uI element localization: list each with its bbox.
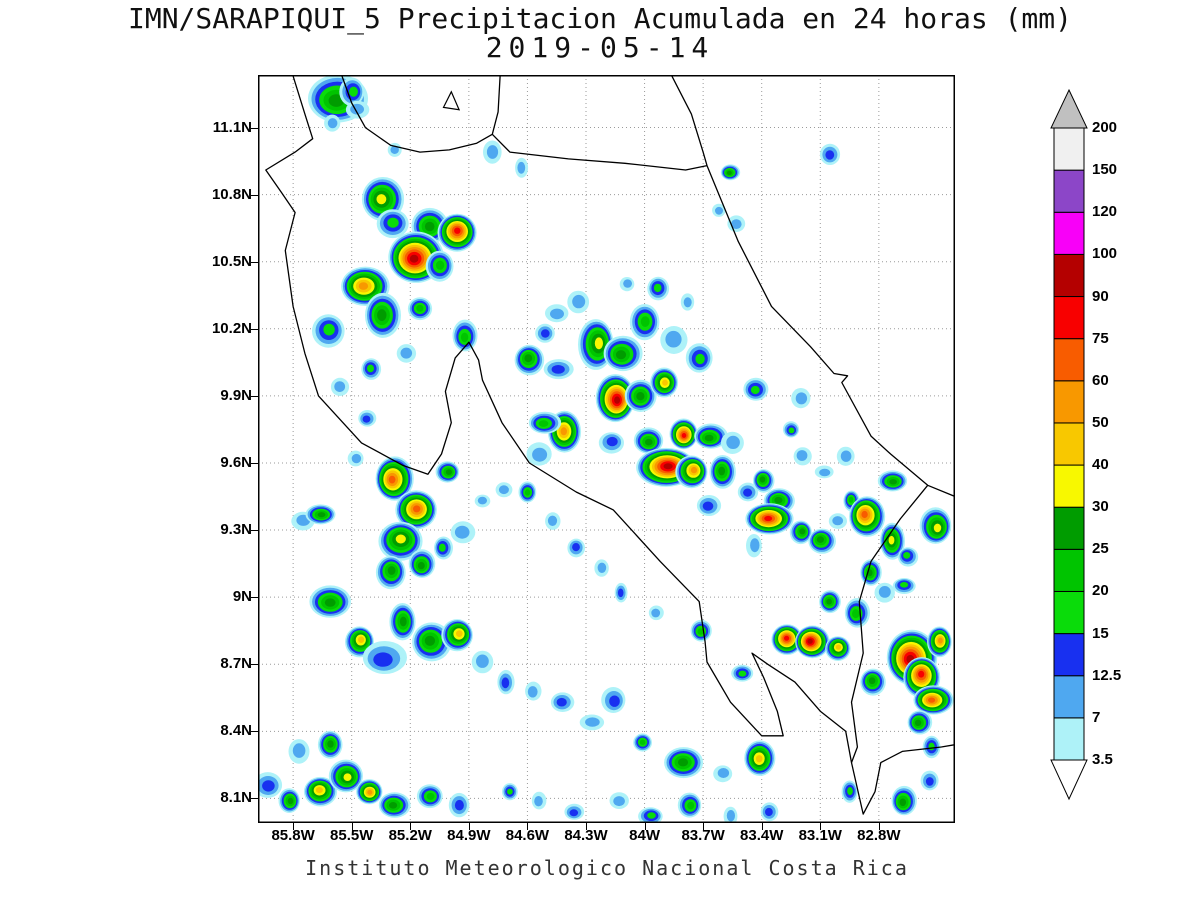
x-tick-mark <box>410 823 412 830</box>
colorbar-tick-label: 30 <box>1092 498 1109 516</box>
y-tick-mark <box>251 328 258 330</box>
chart-title: IMN/SARAPIQUI_5 Precipitacion Acumulada … <box>127 2 1072 35</box>
x-tick-label: 85.8W <box>271 827 315 844</box>
x-tick-label: 82.8W <box>857 827 901 844</box>
y-tick-label: 9N <box>232 588 252 606</box>
colorbar-band <box>1053 127 1085 171</box>
colorbar-band <box>1053 211 1085 255</box>
chart-date: 2019-05-14 <box>485 31 715 64</box>
colorbar-band <box>1053 338 1085 382</box>
colorbar-tick-label: 20 <box>1092 582 1109 600</box>
y-tick-label: 10.8N <box>211 185 252 203</box>
colorbar-scale <box>1050 88 1088 801</box>
y-tick-mark <box>251 462 258 464</box>
y-tick-label: 8.4N <box>220 722 252 740</box>
x-tick-mark <box>761 823 763 830</box>
colorbar-tick-label: 200 <box>1092 119 1118 136</box>
colorbar-band <box>1053 380 1085 424</box>
colorbar-band <box>1053 633 1085 677</box>
colorbar-band <box>1053 717 1085 761</box>
pacific-coast <box>265 75 955 815</box>
x-tick-mark <box>468 823 470 830</box>
x-tick-label: 84.6W <box>505 827 550 844</box>
x-tick-mark <box>293 823 295 830</box>
x-tick-label: 83.1W <box>798 827 842 844</box>
precip-cells <box>258 75 954 823</box>
x-tick-label: 83.4W <box>740 827 784 844</box>
colorbar-band <box>1053 296 1085 340</box>
colorbar-tick-label: 15 <box>1092 624 1109 642</box>
y-tick-label: 8.1N <box>220 789 252 807</box>
colorbar-band <box>1053 464 1085 508</box>
colorbar-tick-label: 60 <box>1092 371 1109 389</box>
y-tick-label: 11.1N <box>212 118 252 136</box>
nicaragua-border <box>491 133 708 171</box>
x-tick-label: 84.9W <box>447 827 491 844</box>
colorbar-tick-label: 100 <box>1092 245 1118 263</box>
x-tick-mark <box>527 823 529 830</box>
y-tick-mark <box>251 731 258 733</box>
colorbar <box>1050 85 1095 825</box>
colorbar-under-arrow <box>1050 759 1088 801</box>
y-tick-mark <box>251 395 258 397</box>
y-tick-label: 9.3N <box>220 521 252 539</box>
y-tick-mark <box>251 261 258 263</box>
x-tick-mark <box>820 823 822 830</box>
x-tick-label: 83.7W <box>681 827 725 844</box>
y-tick-label: 10.2N <box>211 319 252 337</box>
colorbar-band <box>1053 506 1085 550</box>
colorbar-band <box>1053 253 1085 298</box>
x-tick-mark <box>878 823 880 830</box>
coastlines <box>265 75 955 815</box>
colorbar-tick-label: 40 <box>1092 456 1109 474</box>
map-frame <box>258 75 955 823</box>
x-tick-label: 85.5W <box>330 827 374 844</box>
precipitation-map <box>258 75 955 823</box>
colorbar-tick-label: 50 <box>1092 413 1109 431</box>
y-tick-label: 10.5N <box>211 252 252 270</box>
lake-island <box>442 90 461 111</box>
colorbar-band <box>1053 590 1085 635</box>
y-tick-mark <box>251 530 258 532</box>
colorbar-band <box>1053 422 1085 466</box>
y-tick-label: 9.9N <box>220 386 252 404</box>
caption: Instituto Meteorologico Nacional Costa R… <box>305 856 909 880</box>
colorbar-tick-label: 3.5 <box>1092 751 1113 768</box>
colorbar-band <box>1053 169 1085 213</box>
colorbar-tick-label: 150 <box>1092 161 1118 179</box>
y-tick-mark <box>251 798 258 800</box>
caribbean-coast <box>671 75 955 498</box>
colorbar-band <box>1053 675 1085 719</box>
colorbar-tick-label: 12.5 <box>1092 666 1122 684</box>
y-tick-mark <box>251 127 258 129</box>
x-tick-mark <box>351 823 353 830</box>
x-tick-mark <box>586 823 587 830</box>
map-panel <box>258 75 955 823</box>
colorbar-over-arrow <box>1050 88 1088 129</box>
colorbar-tick-label: 120 <box>1092 203 1118 221</box>
y-tick-mark <box>251 194 258 196</box>
x-tick-mark <box>703 823 705 830</box>
lake-nicaragua-shore <box>341 75 501 153</box>
colorbar-tick-label: 25 <box>1092 540 1109 558</box>
colorbar-tick-label: 90 <box>1092 287 1109 305</box>
y-tick-label: 8.7N <box>220 655 252 673</box>
x-tick-label: 84W <box>629 827 660 844</box>
x-tick-mark <box>644 823 646 830</box>
panama-border <box>850 484 929 763</box>
colorbar-tick-label: 7 <box>1092 708 1101 726</box>
x-tick-label: 84.3W <box>564 827 608 844</box>
x-tick-label: 85.2W <box>388 827 432 844</box>
y-tick-label: 9.6N <box>220 453 252 471</box>
colorbar-tick-label: 75 <box>1092 329 1109 347</box>
y-tick-mark <box>251 597 258 599</box>
y-tick-mark <box>251 664 258 666</box>
colorbar-band <box>1053 548 1085 592</box>
